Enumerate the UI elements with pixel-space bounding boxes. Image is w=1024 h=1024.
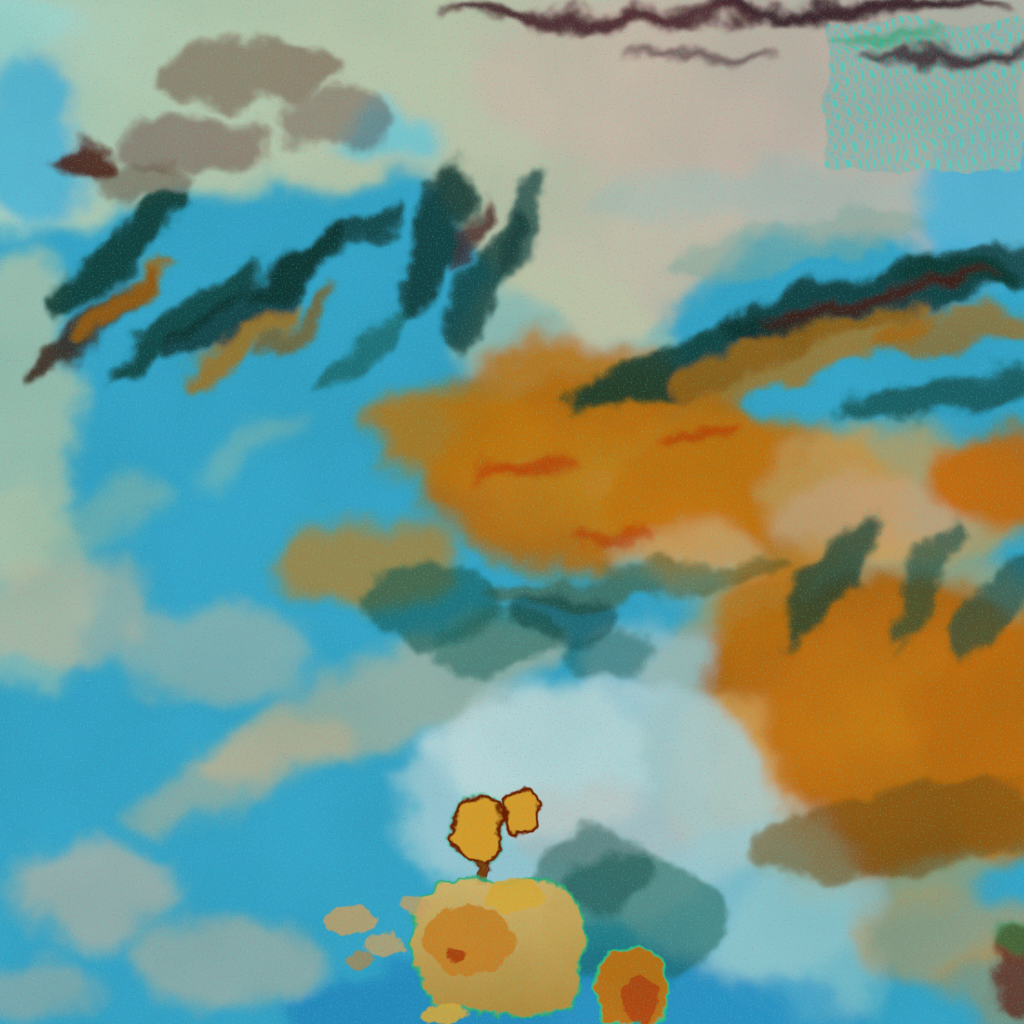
speckle-noise-maroon <box>0 0 1024 1024</box>
satellite-image <box>0 0 1024 1024</box>
satellite-scene-canvas <box>0 0 1024 1024</box>
